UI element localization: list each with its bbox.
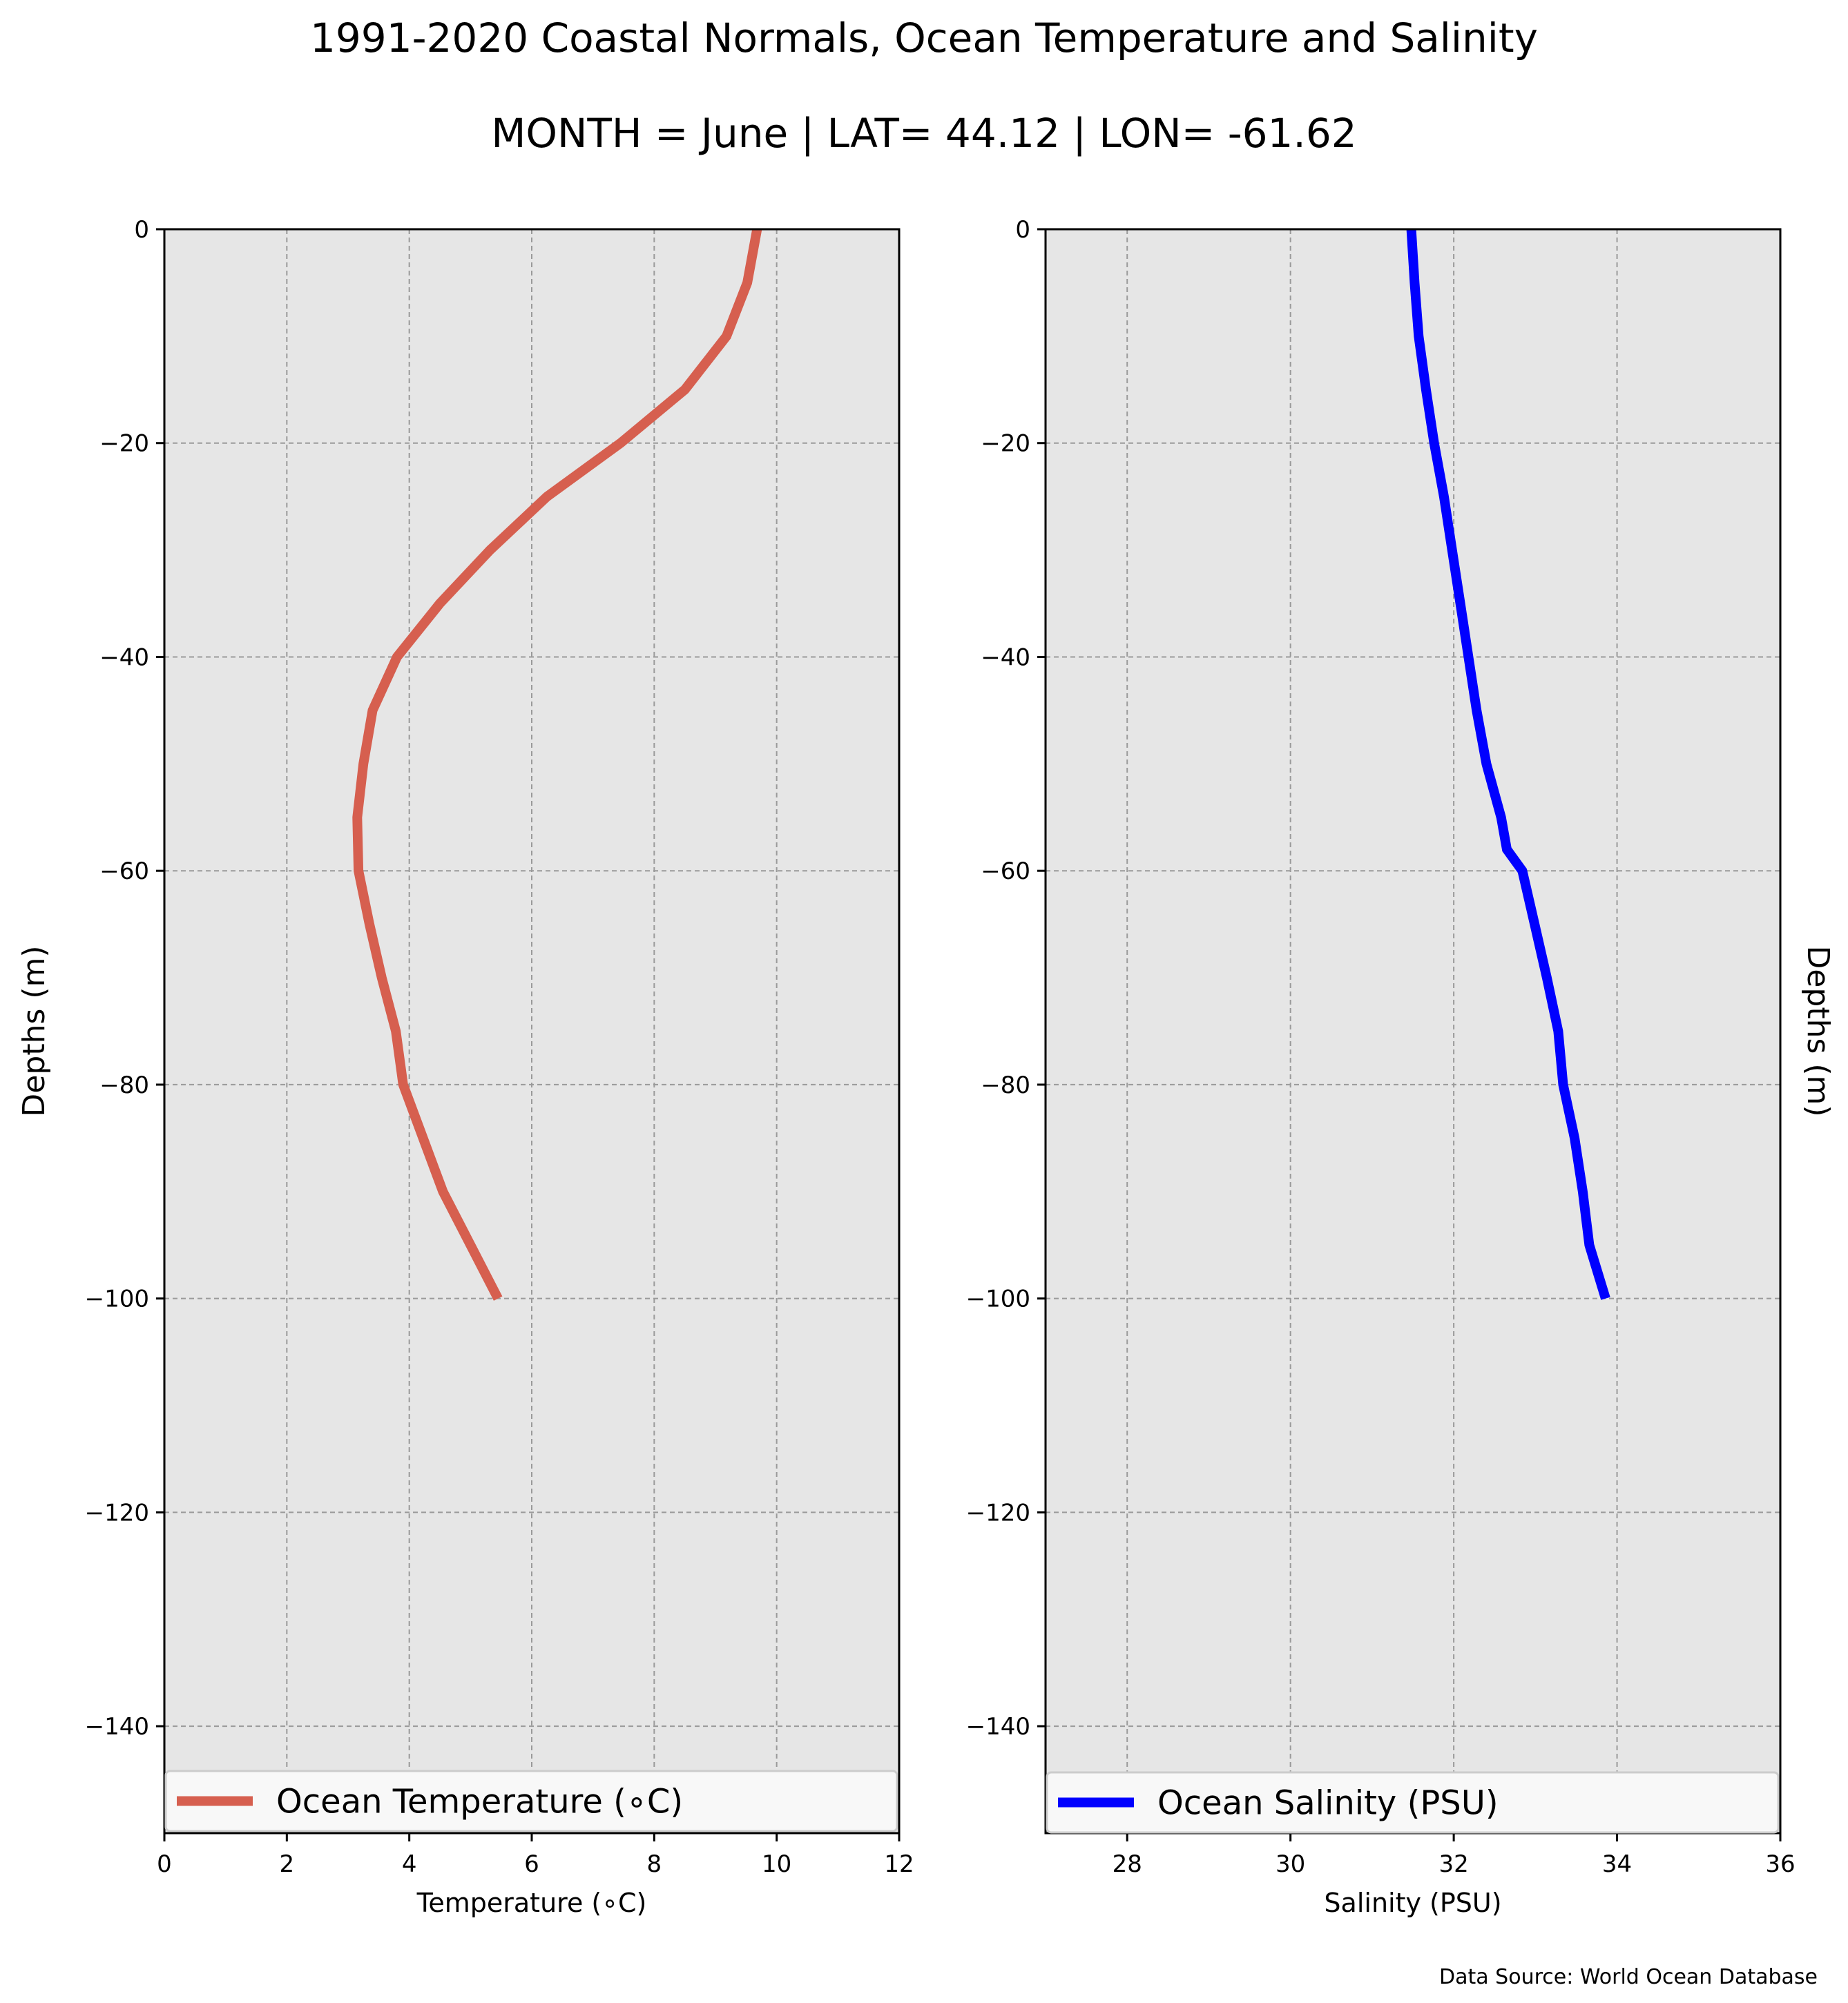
sal-x-axis-label: Salinity (PSU) — [1324, 1888, 1501, 1918]
sal-x-tick-label: 32 — [1438, 1850, 1468, 1878]
sal-y-tick-label: −80 — [981, 1072, 1030, 1099]
temp-x-tick-label: 8 — [647, 1850, 662, 1878]
temp-y-tick-label: −40 — [99, 644, 149, 671]
temp-y-tick-label: −20 — [99, 430, 149, 458]
sal-legend-label: Ocean Salinity (PSU) — [1157, 1784, 1499, 1823]
temp-series-line — [352, 228, 762, 1301]
data-source-note: Data Source: World Ocean Database — [1439, 1965, 1818, 1989]
figure-title: 1991-2020 Coastal Normals, Ocean Tempera… — [310, 14, 1538, 61]
sal-y-tick-label: −140 — [966, 1713, 1030, 1741]
sal-y-tick-label: −100 — [966, 1286, 1030, 1313]
temp-y-tick-label: −60 — [99, 858, 149, 885]
temp-y-tick-label: −120 — [85, 1499, 149, 1527]
sal-y-tick-label: −40 — [981, 644, 1030, 671]
temp-x-tick-label: 4 — [402, 1850, 417, 1878]
temp-x-tick-label: 2 — [280, 1850, 295, 1878]
sal-y-tick-label: −60 — [981, 858, 1030, 885]
sal-x-tick-label: 36 — [1765, 1850, 1795, 1878]
temp-legend-box — [164, 1770, 898, 1832]
temp-x-tick-label: 12 — [884, 1850, 914, 1878]
sal-y-tick-label: 0 — [1015, 216, 1030, 244]
salinity-panel: 0 −20 −40 −60 −80 −100 −120 −140 28 30 32 34 36 Salin… — [966, 216, 1836, 1918]
sal-y-tick-label: −120 — [966, 1499, 1030, 1527]
temp-x-tick-label: 0 — [157, 1850, 172, 1878]
sal-y-tick-label: −20 — [981, 430, 1030, 458]
temp-y-tick-label: 0 — [134, 216, 149, 244]
temp-x-tick-label: 10 — [762, 1850, 791, 1878]
sal-y-axis-label: Depths (m) — [1800, 945, 1836, 1116]
sal-x-tick-label: 28 — [1113, 1850, 1142, 1878]
temp-x-tick-label: 6 — [524, 1850, 539, 1878]
sal-x-tick-label: 34 — [1602, 1850, 1632, 1878]
sal-x-tick-label: 30 — [1276, 1850, 1305, 1878]
sal-series-line — [1406, 229, 1610, 1300]
temp-x-axis-label: Temperature (∘C) — [416, 1888, 647, 1918]
temp-y-tick-label: −140 — [85, 1713, 149, 1741]
temp-y-tick-label: −80 — [99, 1072, 149, 1099]
sal-legend-box — [1046, 1771, 1780, 1834]
temp-y-tick-label: −100 — [85, 1286, 149, 1313]
temp-legend-label: Ocean Temperature (∘C) — [276, 1783, 683, 1821]
sal-axes-background — [1046, 229, 1780, 1833]
temperature-panel: 0 −20 −40 −60 −80 −100 −120 −140 0 2 4 6 8 10 12 Temper… — [17, 216, 914, 1918]
figure-subtitle: MONTH = June | LAT= 44.12 | LON= -61.62 — [491, 110, 1356, 157]
temp-y-axis-label: Depths (m) — [17, 945, 52, 1116]
